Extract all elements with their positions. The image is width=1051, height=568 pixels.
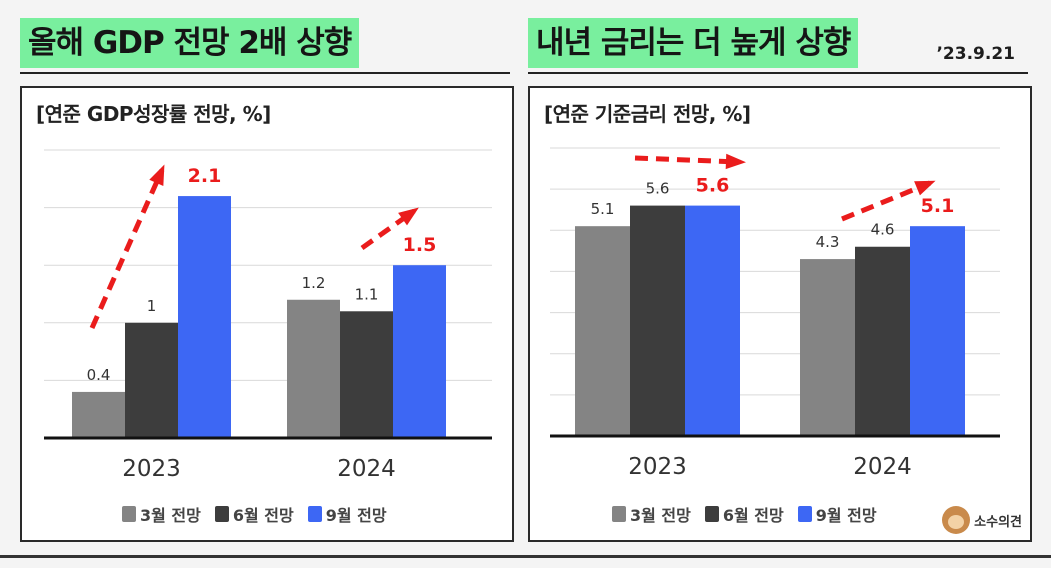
value-label: 1.1	[355, 285, 379, 303]
bar-2024-series-1	[800, 259, 855, 436]
legend-item-september: 9월 전망	[307, 502, 387, 526]
bar-2023-series-3	[178, 196, 231, 438]
value-label: 5.1	[921, 195, 955, 217]
value-label: 4.6	[871, 221, 895, 239]
rate-chart: 5.1 5.6 5.6 2023 4.3 4.6 5.1 2024	[550, 147, 1000, 480]
headline-rate: 내년 금리는 더 높게 상향	[528, 18, 859, 68]
value-label: 2.1	[188, 165, 222, 187]
bar-2024-series-3	[393, 265, 446, 438]
bar-2023-series-1	[575, 226, 630, 436]
chart-legend: 3월 전망 6월 전망 9월 전망	[612, 502, 877, 526]
value-label: 1.5	[403, 234, 437, 256]
value-label: 4.3	[816, 233, 840, 251]
rate-chart-panel: [연준 기준금리 전망, %] 5.1 5.6 5.6 2023 4.3 4.6 5.1 20…	[528, 86, 1032, 542]
legend-item-march: 3월 전망	[122, 502, 201, 526]
gdp-chart-panel: [연준 GDP성장률 전망, %] 0.4 1 2.1 2023 1.2 1.1 1.5 20…	[20, 86, 514, 542]
legend-item-september: 9월 전망	[797, 502, 877, 526]
arrowhead-icon	[149, 164, 165, 186]
monkey-icon	[942, 506, 971, 534]
legend-item-june: 6월 전망	[214, 502, 294, 526]
value-label: 5.1	[591, 200, 615, 218]
chart-title: [연준 GDP성장률 전망, %]	[36, 102, 271, 126]
legend-item-june: 6월 전망	[704, 502, 784, 526]
legend-swatch-september	[307, 506, 322, 522]
legend-swatch-march	[122, 506, 136, 522]
arrowhead-icon	[725, 153, 746, 170]
legend-label-march: 3월 전망	[140, 506, 201, 525]
bar-2024-series-1	[287, 299, 340, 438]
x-tick-label: 2024	[337, 456, 396, 482]
arrowhead-icon	[398, 207, 419, 226]
bar-2024-series-3	[910, 226, 965, 436]
gdp-chart: 0.4 1 2.1 2023 1.2 1.1 1.5 2024	[44, 149, 492, 482]
x-tick-label: 2023	[122, 456, 181, 482]
legend-swatch-september	[797, 506, 812, 522]
x-tick-label: 2024	[853, 454, 912, 480]
value-label: 0.4	[87, 366, 111, 384]
logo-text: 소수의견	[974, 514, 1022, 530]
trend-arrow-icon	[841, 180, 931, 222]
trend-arrow-icon	[89, 168, 165, 330]
headline-gdp: 올해 GDP 전망 2배 상향	[20, 18, 360, 68]
bottom-rule	[0, 555, 1051, 558]
legend-swatch-june	[704, 506, 719, 522]
legend-label-march: 3월 전망	[630, 506, 691, 525]
value-label: 1.2	[302, 274, 326, 292]
legend-swatch-march	[612, 506, 626, 522]
bar-2024-series-2	[340, 311, 393, 438]
legend-label-september: 9월 전망	[815, 506, 877, 525]
chart-title: [연준 기준금리 전망, %]	[544, 102, 751, 126]
value-label: 5.6	[696, 175, 730, 197]
value-label: 5.6	[646, 180, 670, 198]
trend-arrow-icon	[634, 155, 741, 165]
value-label: 1	[147, 297, 157, 315]
legend-item-march: 3월 전망	[612, 502, 691, 526]
x-tick-label: 2023	[628, 454, 687, 480]
channel-logo: 소수의견	[942, 506, 1022, 534]
legend-label-june: 6월 전망	[722, 506, 784, 525]
bar-2024-series-2	[855, 246, 910, 436]
divider-right	[528, 72, 1028, 74]
date-label: ’23.9.21	[936, 44, 1015, 64]
bar-2023-series-3	[685, 205, 740, 436]
legend-swatch-june	[214, 506, 229, 522]
arrowhead-icon	[914, 180, 936, 196]
chart-legend: 3월 전망 6월 전망 9월 전망	[122, 502, 387, 526]
legend-label-june: 6월 전망	[232, 506, 294, 525]
divider-left	[20, 72, 510, 74]
bar-2023-series-2	[125, 322, 178, 438]
bar-2023-series-2	[630, 205, 685, 436]
bar-2023-series-1	[72, 391, 125, 438]
legend-label-september: 9월 전망	[325, 506, 387, 525]
